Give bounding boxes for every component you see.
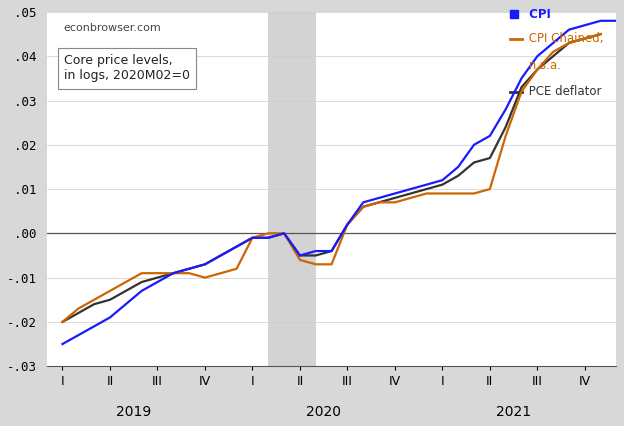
Text: CPI Chained,: CPI Chained, xyxy=(525,32,603,45)
Text: 2020: 2020 xyxy=(306,405,341,419)
Text: PCE deflator: PCE deflator xyxy=(525,85,601,98)
Text: n.s.a.: n.s.a. xyxy=(525,59,560,72)
Bar xyxy=(268,12,316,366)
Text: 2019: 2019 xyxy=(116,405,152,419)
Text: CPI: CPI xyxy=(525,8,550,20)
Text: 2021: 2021 xyxy=(496,405,531,419)
Text: Core price levels,
in logs, 2020M02=0: Core price levels, in logs, 2020M02=0 xyxy=(64,55,190,83)
Text: econbrowser.com: econbrowser.com xyxy=(64,23,162,32)
